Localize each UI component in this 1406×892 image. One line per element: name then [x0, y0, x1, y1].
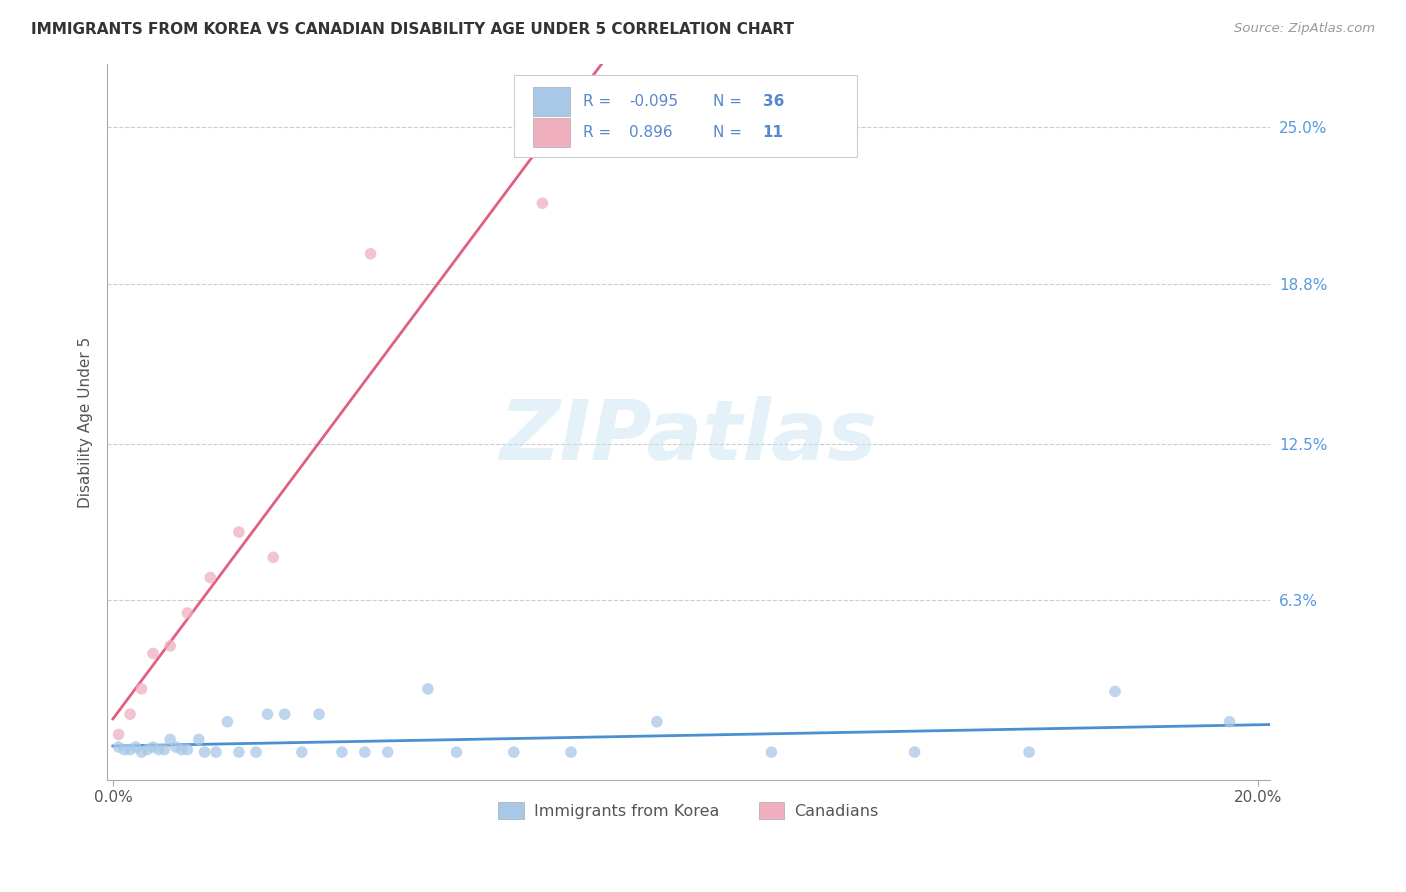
Point: [761, 745, 783, 759]
Point: [107, 740, 129, 755]
Point: [531, 196, 554, 211]
Point: [228, 524, 250, 539]
Text: -0.095: -0.095: [628, 94, 678, 109]
Point: [416, 681, 439, 696]
Point: [228, 745, 250, 759]
Point: [645, 714, 668, 729]
Point: [120, 707, 142, 722]
Point: [131, 745, 153, 759]
Point: [903, 745, 925, 759]
Point: [187, 732, 209, 747]
Text: R =: R =: [582, 125, 610, 140]
Point: [159, 639, 181, 653]
Point: [148, 742, 170, 756]
Point: [308, 707, 330, 722]
Legend: Immigrants from Korea, Canadians: Immigrants from Korea, Canadians: [492, 796, 884, 826]
Point: [131, 681, 153, 696]
Text: 11: 11: [763, 125, 783, 140]
Text: N =: N =: [713, 94, 742, 109]
Point: [176, 742, 198, 756]
Point: [176, 606, 198, 620]
Point: [560, 745, 582, 759]
Point: [200, 571, 222, 585]
Point: [153, 742, 176, 756]
Point: [256, 707, 278, 722]
Point: [245, 745, 267, 759]
Point: [291, 745, 314, 759]
Text: ZIPatlas: ZIPatlas: [499, 396, 877, 477]
FancyBboxPatch shape: [533, 87, 569, 116]
Point: [120, 742, 142, 756]
Point: [193, 745, 215, 759]
Point: [1104, 684, 1126, 698]
Text: 0.896: 0.896: [628, 125, 672, 140]
FancyBboxPatch shape: [533, 119, 569, 147]
Point: [446, 745, 468, 759]
Point: [1219, 714, 1241, 729]
Point: [125, 740, 148, 755]
Point: [205, 745, 228, 759]
Point: [273, 707, 295, 722]
Point: [1018, 745, 1040, 759]
Point: [165, 740, 187, 755]
Point: [159, 732, 181, 747]
Point: [142, 647, 165, 661]
Text: R =: R =: [582, 94, 610, 109]
Point: [377, 745, 399, 759]
Point: [353, 745, 375, 759]
FancyBboxPatch shape: [515, 75, 856, 157]
Point: [360, 247, 382, 261]
Point: [136, 742, 159, 756]
Y-axis label: Disability Age Under 5: Disability Age Under 5: [79, 336, 93, 508]
Point: [112, 742, 135, 756]
Text: 36: 36: [763, 94, 785, 109]
Point: [330, 745, 353, 759]
Text: N =: N =: [713, 125, 742, 140]
Point: [502, 745, 524, 759]
Point: [170, 742, 193, 756]
Point: [142, 740, 165, 755]
Text: Source: ZipAtlas.com: Source: ZipAtlas.com: [1234, 22, 1375, 36]
Text: IMMIGRANTS FROM KOREA VS CANADIAN DISABILITY AGE UNDER 5 CORRELATION CHART: IMMIGRANTS FROM KOREA VS CANADIAN DISABI…: [31, 22, 794, 37]
Point: [262, 550, 284, 565]
Point: [217, 714, 239, 729]
Point: [107, 727, 129, 741]
